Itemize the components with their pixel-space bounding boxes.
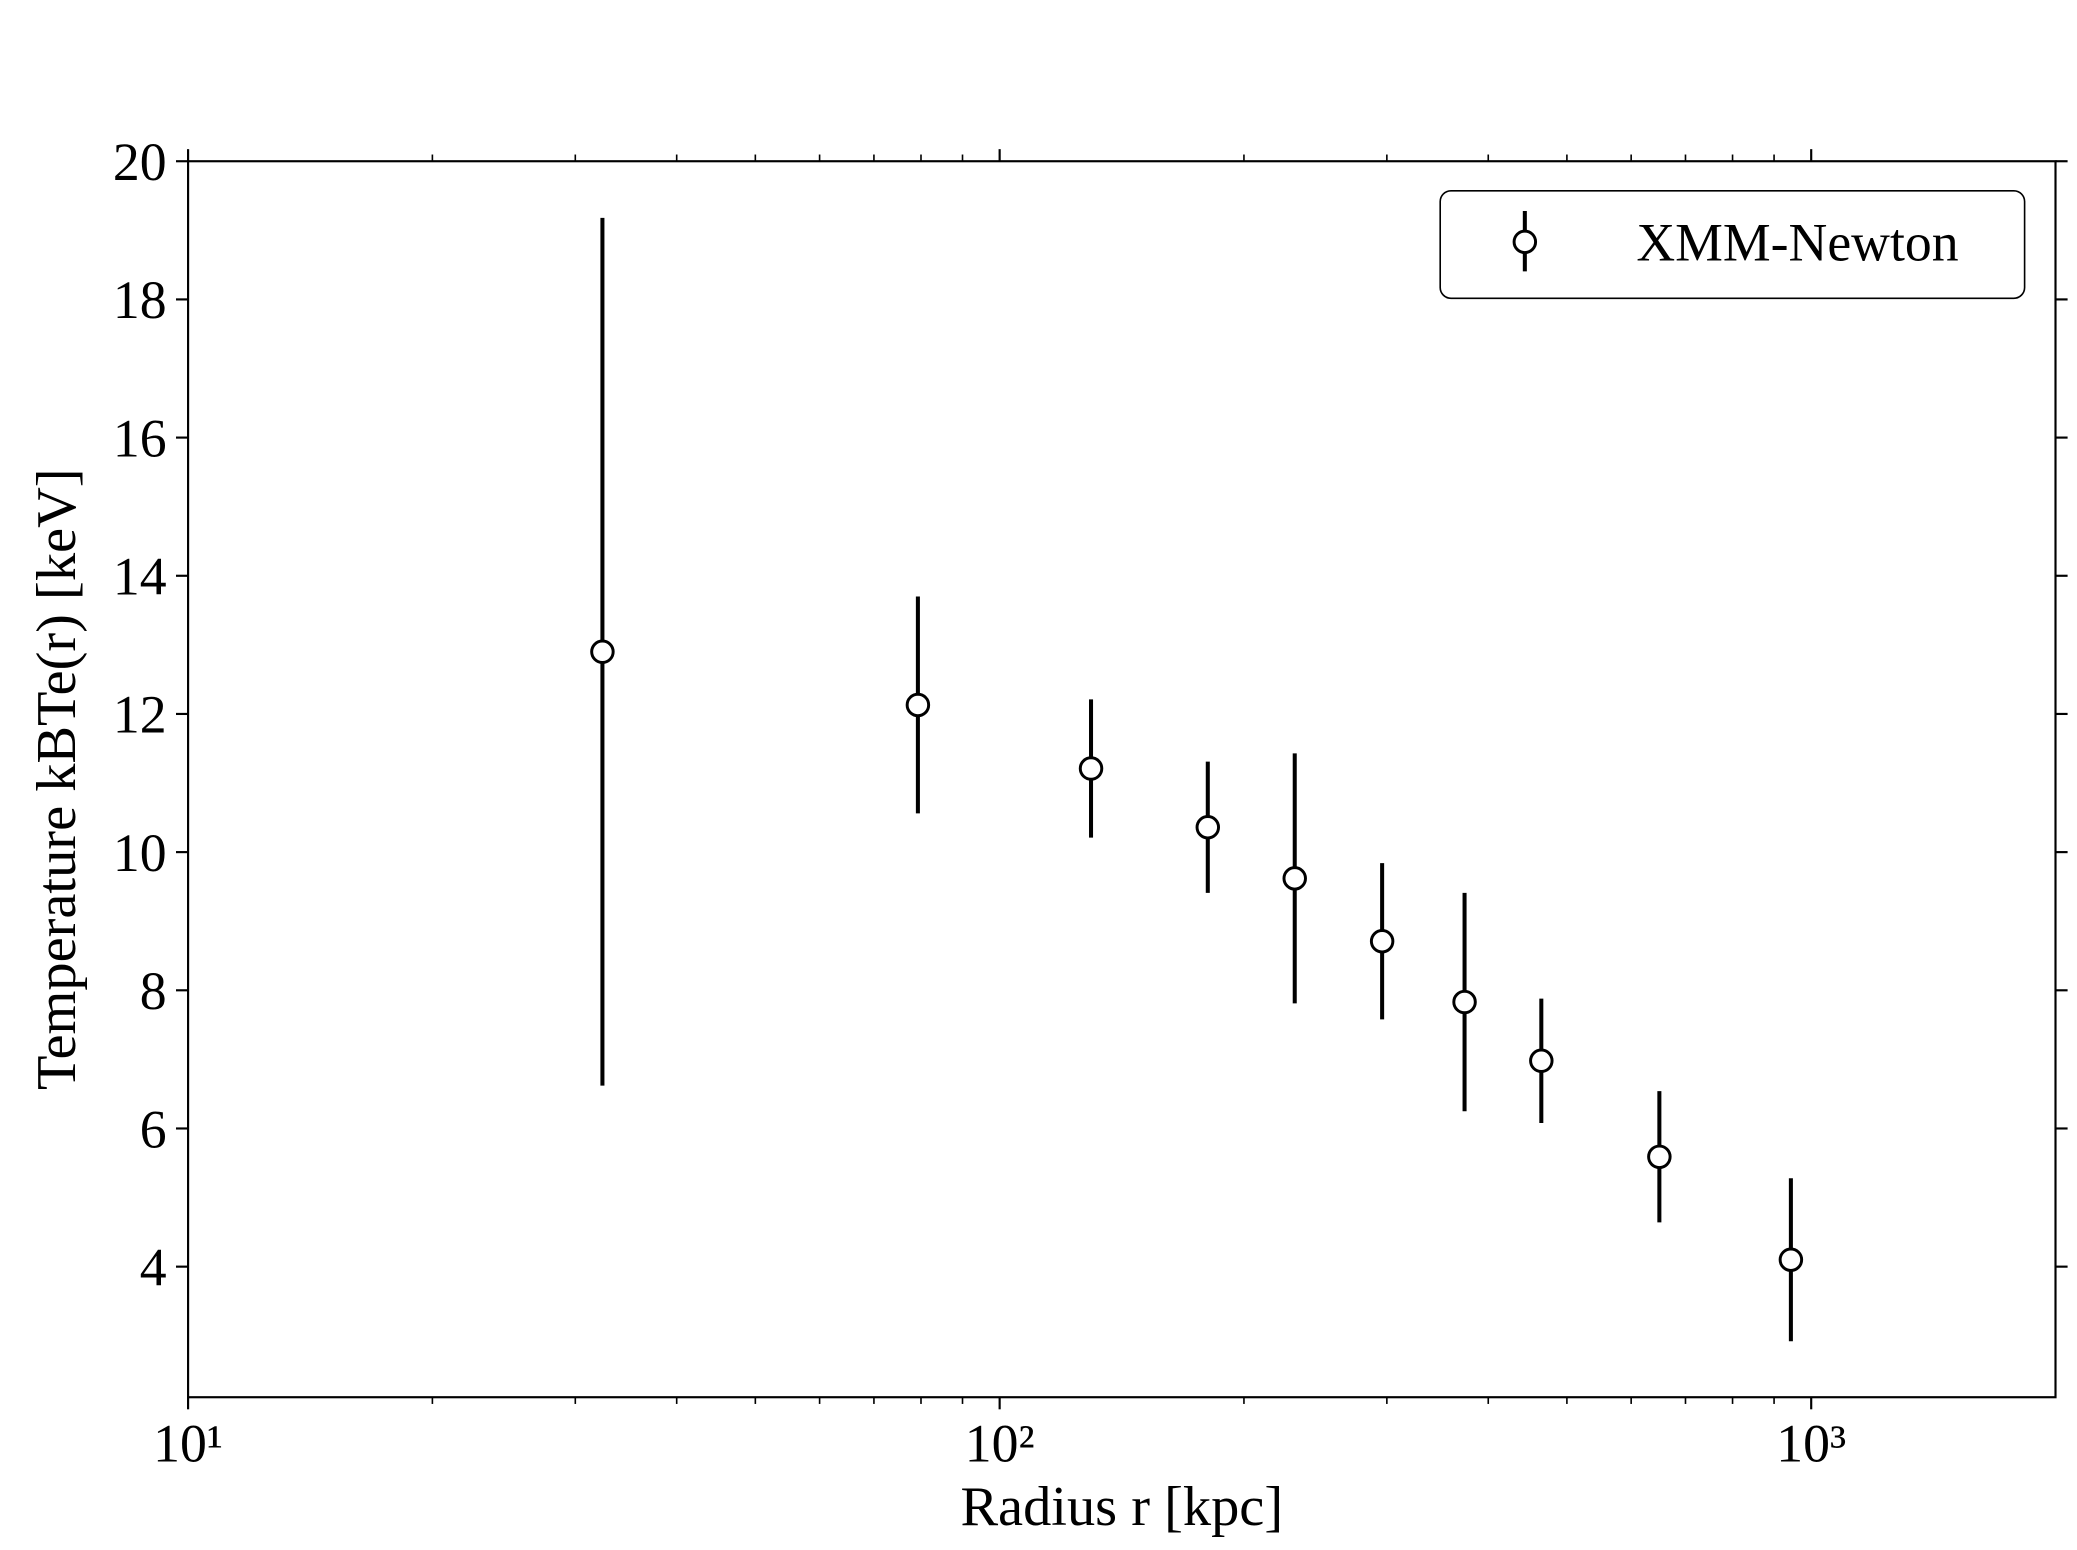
data-point: [1647, 1144, 1672, 1170]
y-axis-label: Temperature kBTe(r) [keV]: [26, 468, 88, 1090]
y-tick-label: 14: [113, 547, 167, 607]
data-point: [1369, 929, 1395, 954]
plot-frame: [187, 160, 2057, 1399]
y-tick-label: 18: [113, 270, 167, 330]
y-tick-label: 8: [140, 961, 167, 1021]
y-tick-label: 6: [140, 1099, 167, 1159]
data-point: [1529, 1048, 1554, 1073]
y-tick-label: 20: [113, 132, 167, 192]
y-tick-label: 4: [140, 1237, 167, 1297]
data-point: [1778, 1247, 1804, 1272]
x-tick-label: 10²: [965, 1414, 1035, 1474]
y-tick-label: 10: [113, 823, 167, 883]
data-point: [1282, 866, 1307, 891]
y-tick-label: 12: [113, 685, 167, 745]
x-axis-label: Radius r [kpc]: [960, 1476, 1283, 1538]
data-point: [1452, 989, 1477, 1015]
x-tick-label: 10³: [1776, 1414, 1846, 1474]
data-point: [905, 692, 931, 718]
legend: XMM-Newton: [1439, 189, 2026, 300]
legend-label: XMM-Newton: [1636, 213, 1958, 273]
data-point: [590, 639, 615, 664]
legend-box: [1439, 189, 2026, 300]
x-tick-label: 10¹: [153, 1414, 223, 1474]
data-point: [1195, 815, 1221, 840]
data-point: [1078, 756, 1104, 781]
legend-marker: [1512, 229, 1538, 255]
y-tick-label: 16: [113, 408, 167, 468]
